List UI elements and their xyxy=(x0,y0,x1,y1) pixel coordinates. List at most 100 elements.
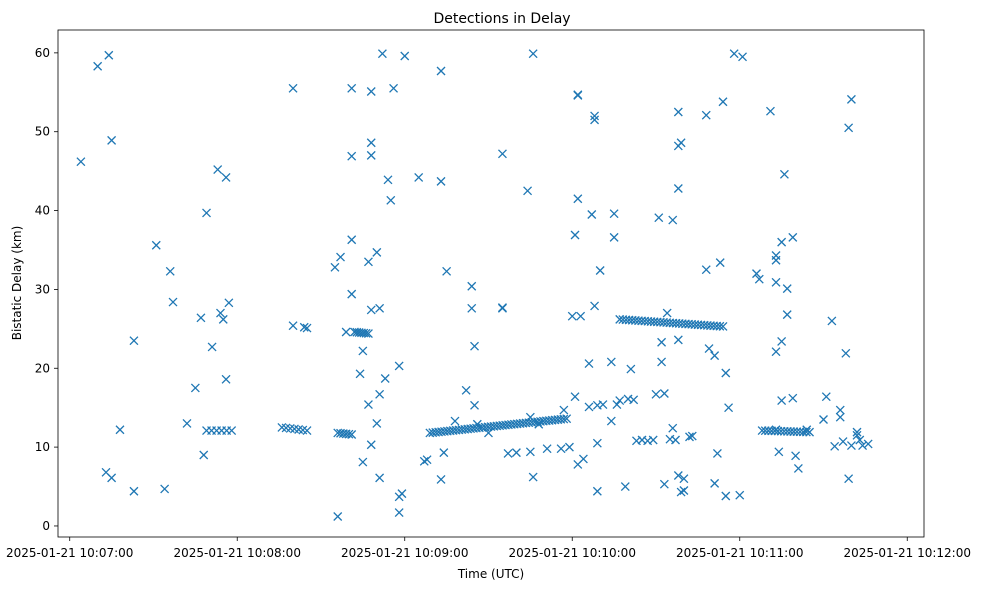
data-point xyxy=(668,215,678,225)
data-point xyxy=(704,344,714,354)
data-point xyxy=(347,430,357,439)
data-point xyxy=(587,210,597,219)
data-point xyxy=(592,486,602,496)
data-point xyxy=(615,396,625,406)
data-point xyxy=(168,297,178,307)
data-point xyxy=(679,486,689,495)
data-point xyxy=(528,472,538,482)
data-point xyxy=(375,473,385,483)
x-tick-label: 2025-01-21 10:08:00 xyxy=(174,546,301,560)
data-point xyxy=(852,430,862,440)
data-point xyxy=(207,342,217,352)
data-point xyxy=(347,151,357,161)
data-point xyxy=(366,87,376,96)
data-point xyxy=(497,303,507,313)
data-point xyxy=(224,298,234,308)
data-point xyxy=(559,414,569,424)
data-point xyxy=(397,489,407,499)
data-point xyxy=(724,403,734,413)
data-point xyxy=(436,176,446,186)
data-point xyxy=(662,308,672,318)
data-point xyxy=(570,230,580,240)
data-point xyxy=(333,512,343,521)
data-point xyxy=(671,435,680,445)
data-point xyxy=(470,341,479,351)
data-point xyxy=(573,194,583,204)
data-point xyxy=(771,277,781,287)
data-point xyxy=(442,266,452,276)
y-tick-label: 10 xyxy=(35,440,50,454)
data-point xyxy=(841,348,851,358)
data-point xyxy=(542,444,552,454)
data-point xyxy=(712,448,722,458)
data-point xyxy=(470,400,479,410)
data-point xyxy=(852,427,862,437)
data-point xyxy=(347,235,357,245)
data-point xyxy=(213,165,223,175)
data-point xyxy=(676,487,686,497)
data-point xyxy=(788,232,798,242)
data-point xyxy=(525,412,535,422)
data-point xyxy=(115,425,125,435)
data-point xyxy=(467,303,477,313)
x-tick-label: 2025-01-21 10:09:00 xyxy=(341,546,468,560)
data-point xyxy=(414,172,424,182)
data-point xyxy=(436,66,446,76)
data-point xyxy=(626,364,636,374)
data-point xyxy=(659,389,669,398)
data-point xyxy=(419,456,429,466)
data-point xyxy=(629,395,639,405)
data-point xyxy=(612,400,622,409)
data-point xyxy=(472,419,482,429)
data-point xyxy=(673,471,683,480)
data-point xyxy=(793,463,803,473)
data-point xyxy=(606,416,616,426)
data-point xyxy=(302,323,312,333)
track-2 xyxy=(277,422,312,436)
y-tick-label: 30 xyxy=(35,282,50,296)
data-point xyxy=(160,484,170,494)
data-point xyxy=(562,414,572,424)
data-point xyxy=(570,392,580,402)
data-point xyxy=(336,252,345,262)
data-point xyxy=(673,107,683,117)
data-point xyxy=(567,311,577,321)
data-point xyxy=(523,186,533,196)
data-point xyxy=(511,448,521,458)
data-point xyxy=(218,314,228,324)
data-point xyxy=(701,110,711,120)
data-point xyxy=(559,405,569,415)
data-point xyxy=(104,50,114,60)
y-tick-label: 0 xyxy=(42,519,50,533)
data-point xyxy=(564,442,574,452)
track-6 xyxy=(615,314,728,331)
data-point xyxy=(377,49,387,59)
data-point xyxy=(497,149,507,159)
data-point xyxy=(735,490,745,500)
data-point xyxy=(375,389,385,399)
data-point xyxy=(165,266,175,276)
data-point xyxy=(765,106,775,116)
track-4 xyxy=(350,327,373,339)
data-point xyxy=(801,427,811,437)
data-point xyxy=(754,274,764,284)
track-1 xyxy=(202,426,237,436)
y-tick-label: 60 xyxy=(35,46,50,60)
data-point xyxy=(528,49,538,59)
data-point xyxy=(863,439,873,449)
data-point xyxy=(534,419,544,429)
data-point xyxy=(752,269,761,279)
data-point xyxy=(777,396,787,406)
data-point xyxy=(718,322,728,331)
data-point xyxy=(846,441,856,450)
data-point xyxy=(782,310,792,320)
data-point xyxy=(590,301,600,311)
data-point xyxy=(355,369,365,379)
data-point xyxy=(366,138,376,148)
data-point xyxy=(584,402,594,412)
y-tick-label: 20 xyxy=(35,361,50,375)
data-point xyxy=(802,425,812,435)
x-tick-label: 2025-01-21 10:07:00 xyxy=(6,546,133,560)
data-point xyxy=(383,175,393,185)
data-point xyxy=(838,437,848,447)
